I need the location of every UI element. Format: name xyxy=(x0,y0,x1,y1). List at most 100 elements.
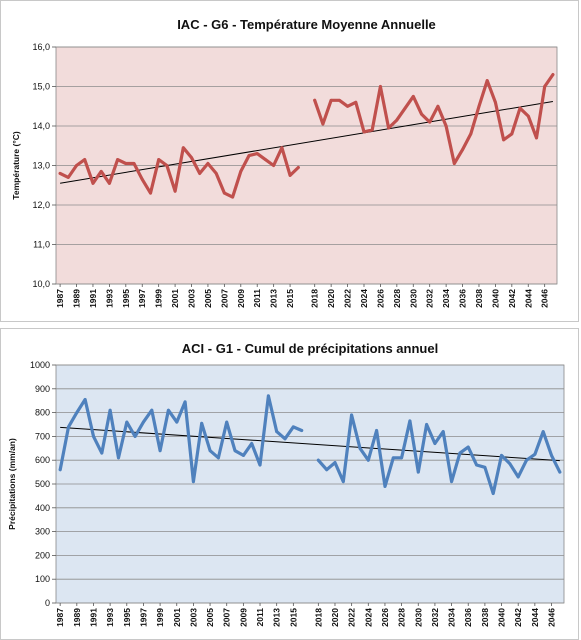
x-tick-label: 2001 xyxy=(170,289,180,308)
data-point xyxy=(411,94,415,98)
x-tick-label: 2030 xyxy=(408,289,418,308)
x-tick-label: 2046 xyxy=(540,289,550,308)
x-tick-label: 2030 xyxy=(413,608,423,627)
data-point xyxy=(192,480,195,484)
x-tick-label: 2042 xyxy=(513,608,523,627)
x-tick-label: 2007 xyxy=(222,608,232,627)
precipitation-chart-panel: ACI - G1 - Cumul de précipitations annue… xyxy=(0,328,579,640)
data-point xyxy=(416,470,420,474)
y-tick-label: 16,0 xyxy=(32,42,50,52)
series-line-projected xyxy=(313,72,555,166)
data-point xyxy=(395,118,399,122)
data-point xyxy=(475,463,478,467)
data-point xyxy=(485,79,489,82)
data-point xyxy=(316,458,320,462)
data-point xyxy=(535,136,538,140)
y-tick-label: 14,0 xyxy=(32,121,50,131)
data-point xyxy=(346,104,349,108)
data-point xyxy=(231,195,234,199)
data-point xyxy=(458,451,462,455)
x-tick-label: 2028 xyxy=(392,289,402,308)
data-point xyxy=(375,429,379,432)
data-point xyxy=(321,122,325,126)
data-point xyxy=(200,421,204,425)
data-point xyxy=(275,430,279,434)
x-tick-label: 2024 xyxy=(363,608,373,627)
data-point xyxy=(313,98,317,102)
data-point xyxy=(92,435,95,438)
data-point xyxy=(510,132,514,136)
data-point xyxy=(408,419,412,423)
data-point xyxy=(165,164,169,167)
data-point xyxy=(140,177,144,181)
data-point xyxy=(216,456,220,460)
data-point xyxy=(198,172,202,175)
data-point xyxy=(208,449,212,453)
x-tick-label: 2015 xyxy=(288,608,298,627)
data-point xyxy=(181,146,185,150)
x-tick-label: 2003 xyxy=(188,608,198,627)
y-tick-label: 1000 xyxy=(30,360,50,370)
data-point xyxy=(300,429,304,432)
x-tick-label: 2013 xyxy=(272,608,282,627)
data-point xyxy=(350,413,354,417)
x-tick-label: 2034 xyxy=(441,289,451,308)
x-tick-label: 1993 xyxy=(104,289,114,308)
series-line-observed xyxy=(58,146,300,199)
data-point xyxy=(420,112,423,116)
y-tick-label: 15,0 xyxy=(32,82,50,92)
data-point xyxy=(283,437,287,441)
x-tick-label: 2022 xyxy=(343,289,353,308)
y-tick-label: 300 xyxy=(35,527,50,537)
x-tick-label: 2036 xyxy=(458,289,468,308)
y-tick-label: 900 xyxy=(35,384,50,394)
data-point xyxy=(158,449,162,453)
data-point xyxy=(428,120,432,124)
data-point xyxy=(132,162,136,165)
x-tick-label: 2034 xyxy=(447,608,457,627)
y-tick-label: 200 xyxy=(35,550,50,560)
data-point xyxy=(83,158,87,161)
data-point xyxy=(450,480,453,484)
data-point xyxy=(329,98,333,102)
data-point xyxy=(58,172,62,175)
y-tick-label: 400 xyxy=(35,503,50,513)
data-point xyxy=(241,454,245,457)
data-point xyxy=(214,172,218,175)
data-point xyxy=(296,166,300,169)
data-point xyxy=(108,408,112,412)
data-point xyxy=(383,484,387,488)
x-tick-label: 2009 xyxy=(236,289,246,308)
x-tick-label: 1991 xyxy=(88,289,98,308)
data-point xyxy=(167,408,170,412)
data-point xyxy=(288,173,292,177)
y-tick-label: 0 xyxy=(45,598,50,608)
data-point xyxy=(444,124,448,128)
data-point xyxy=(67,425,70,429)
series-line-projected xyxy=(316,413,562,496)
data-point xyxy=(206,162,210,165)
data-point xyxy=(551,73,555,77)
data-point xyxy=(99,170,103,173)
x-tick-label: 2020 xyxy=(330,608,340,627)
data-point xyxy=(516,475,520,479)
data-point xyxy=(142,420,145,424)
x-tick-label: 2032 xyxy=(430,608,440,627)
data-point xyxy=(190,156,193,160)
y-axis-label: Température (°C) xyxy=(11,131,21,200)
data-point xyxy=(452,162,456,165)
x-tick-label: 1987 xyxy=(55,289,65,308)
data-point xyxy=(358,446,362,450)
data-point xyxy=(362,130,366,134)
data-point xyxy=(543,85,547,88)
data-point xyxy=(477,104,481,108)
data-point xyxy=(272,164,276,167)
data-point xyxy=(441,430,445,434)
x-tick-label: 2018 xyxy=(310,289,320,308)
data-point xyxy=(491,492,495,495)
data-point xyxy=(433,442,437,445)
x-tick-label: 2044 xyxy=(523,289,533,308)
x-tick-label: 2032 xyxy=(425,289,435,308)
data-point xyxy=(469,132,473,136)
x-tick-label: 2018 xyxy=(313,608,323,627)
